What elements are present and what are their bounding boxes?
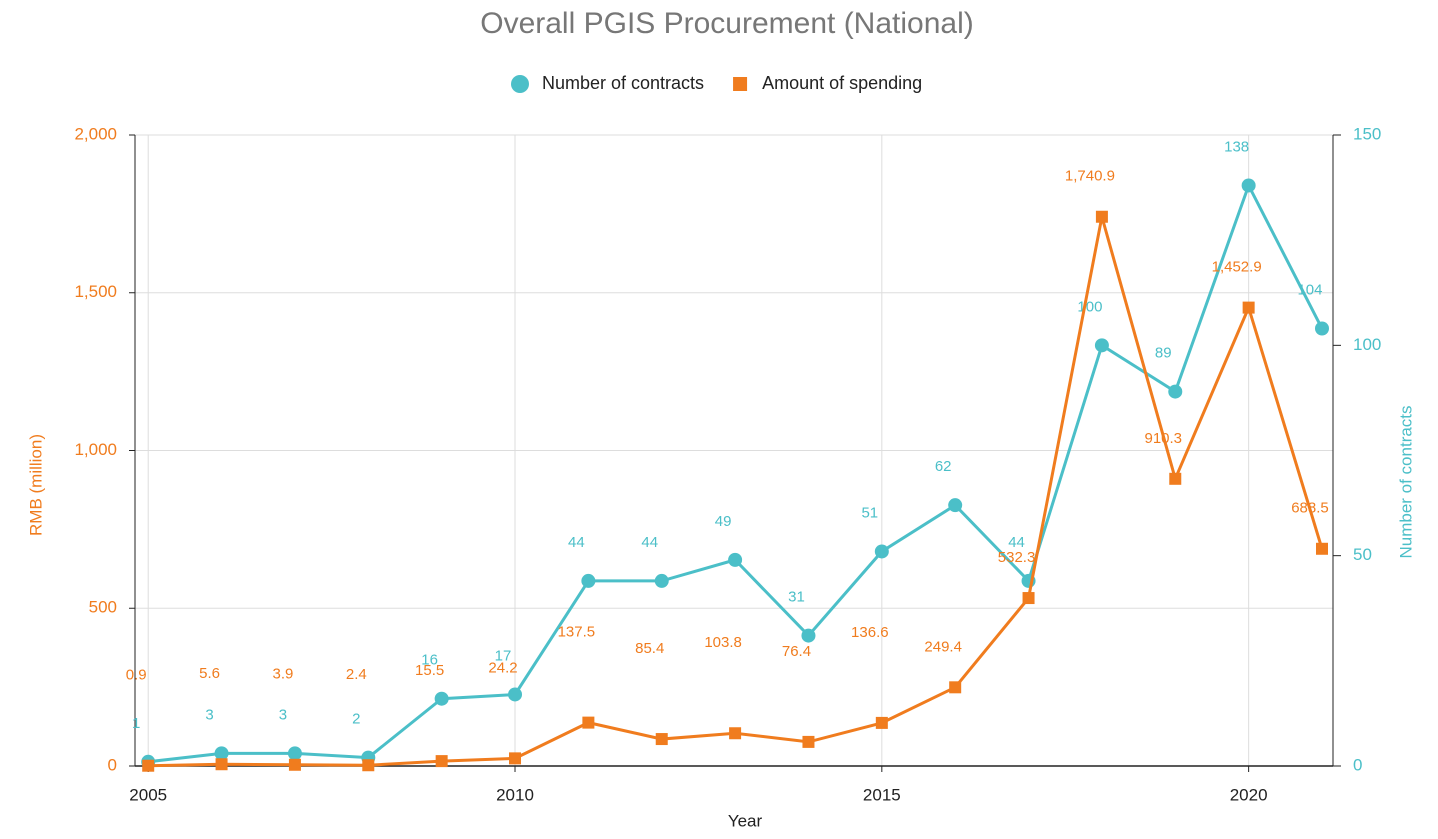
data-label: 24.2 bbox=[488, 659, 517, 676]
data-point bbox=[728, 552, 743, 567]
x-tick-label: 2020 bbox=[1230, 785, 1268, 804]
data-point bbox=[434, 691, 449, 706]
data-label: 688.5 bbox=[1291, 500, 1329, 517]
data-label: 104 bbox=[1297, 281, 1322, 298]
data-point bbox=[142, 759, 155, 772]
data-point bbox=[1022, 592, 1035, 605]
data-label: 15.5 bbox=[415, 662, 444, 679]
data-label: 1,740.9 bbox=[1065, 168, 1115, 185]
x-tick-label: 2015 bbox=[863, 785, 901, 804]
x-tick-label: 2010 bbox=[496, 785, 534, 804]
data-point bbox=[1242, 301, 1255, 314]
data-label: 5.6 bbox=[199, 665, 220, 682]
y2-tick-label: 100 bbox=[1353, 335, 1381, 354]
data-label: 2 bbox=[352, 711, 360, 728]
data-point bbox=[509, 752, 522, 765]
data-point bbox=[654, 573, 669, 588]
data-label: 17 bbox=[495, 647, 512, 664]
data-label: 100 bbox=[1077, 298, 1102, 315]
data-label: 3 bbox=[279, 706, 287, 723]
series-line bbox=[148, 181, 1324, 764]
x-tick-label: 2005 bbox=[129, 785, 167, 804]
data-label: 62 bbox=[935, 458, 952, 475]
data-point bbox=[655, 733, 668, 746]
y-tick-label: 1,500 bbox=[74, 282, 117, 301]
data-point bbox=[508, 687, 523, 702]
y2-tick-label: 50 bbox=[1353, 545, 1372, 564]
data-label: 44 bbox=[1008, 534, 1025, 551]
data-point bbox=[875, 716, 888, 729]
data-label: 49 bbox=[715, 513, 732, 530]
data-label: 44 bbox=[641, 534, 658, 551]
x-axis-label: Year bbox=[728, 811, 763, 830]
data-point bbox=[1169, 472, 1182, 485]
data-point bbox=[288, 758, 301, 771]
data-point bbox=[1314, 321, 1329, 336]
series-line bbox=[148, 216, 1324, 768]
y2-axis-label: Number of contracts bbox=[1396, 405, 1415, 558]
y-tick-label: 500 bbox=[89, 598, 117, 617]
y2-tick-label: 0 bbox=[1353, 755, 1362, 774]
data-label: 0.9 bbox=[126, 667, 147, 684]
data-point bbox=[435, 755, 448, 768]
data-point bbox=[801, 628, 816, 643]
data-label: 76.4 bbox=[782, 643, 811, 660]
legend-marker bbox=[733, 77, 748, 91]
data-point bbox=[1094, 338, 1109, 353]
data-label: 532.3 bbox=[998, 549, 1036, 566]
data-label: 51 bbox=[861, 504, 878, 521]
data-point bbox=[949, 681, 962, 694]
legend-label: Number of contracts bbox=[542, 73, 704, 93]
data-label: 85.4 bbox=[635, 640, 664, 657]
data-label: 1 bbox=[132, 715, 140, 732]
data-label: 3.9 bbox=[272, 666, 293, 683]
data-label: 44 bbox=[568, 534, 585, 551]
y-tick-label: 0 bbox=[108, 755, 117, 774]
data-label: 138 bbox=[1224, 138, 1249, 155]
data-point bbox=[874, 544, 889, 559]
data-label: 1,452.9 bbox=[1212, 259, 1262, 276]
chart-title: Overall PGIS Procurement (National) bbox=[480, 7, 974, 40]
data-label: 31 bbox=[788, 589, 805, 606]
data-point bbox=[214, 746, 229, 761]
data-point bbox=[1095, 210, 1108, 223]
legend-label: Amount of spending bbox=[762, 73, 922, 93]
data-point bbox=[287, 746, 302, 761]
legend-marker bbox=[511, 75, 529, 93]
y-tick-label: 1,000 bbox=[74, 440, 117, 459]
data-label: 89 bbox=[1155, 345, 1172, 362]
y2-tick-label: 150 bbox=[1353, 124, 1381, 143]
data-label: 137.5 bbox=[558, 624, 596, 641]
data-label: 16 bbox=[421, 652, 438, 669]
data-point bbox=[1315, 542, 1328, 555]
y-axis-label: RMB (million) bbox=[26, 434, 45, 536]
data-label: 249.4 bbox=[924, 638, 962, 655]
data-point bbox=[362, 759, 375, 772]
data-point bbox=[948, 498, 963, 513]
data-label: 103.8 bbox=[704, 634, 742, 651]
data-point bbox=[215, 758, 228, 771]
data-point bbox=[581, 573, 596, 588]
data-label: 2.4 bbox=[346, 666, 367, 683]
data-point bbox=[802, 735, 815, 748]
data-label: 136.6 bbox=[851, 624, 889, 641]
data-point bbox=[1241, 178, 1256, 193]
data-point bbox=[582, 716, 595, 729]
y-tick-label: 2,000 bbox=[74, 124, 117, 143]
data-label: 910.3 bbox=[1144, 430, 1182, 447]
data-point bbox=[1168, 384, 1183, 399]
data-label: 3 bbox=[205, 706, 213, 723]
data-point bbox=[729, 727, 742, 740]
